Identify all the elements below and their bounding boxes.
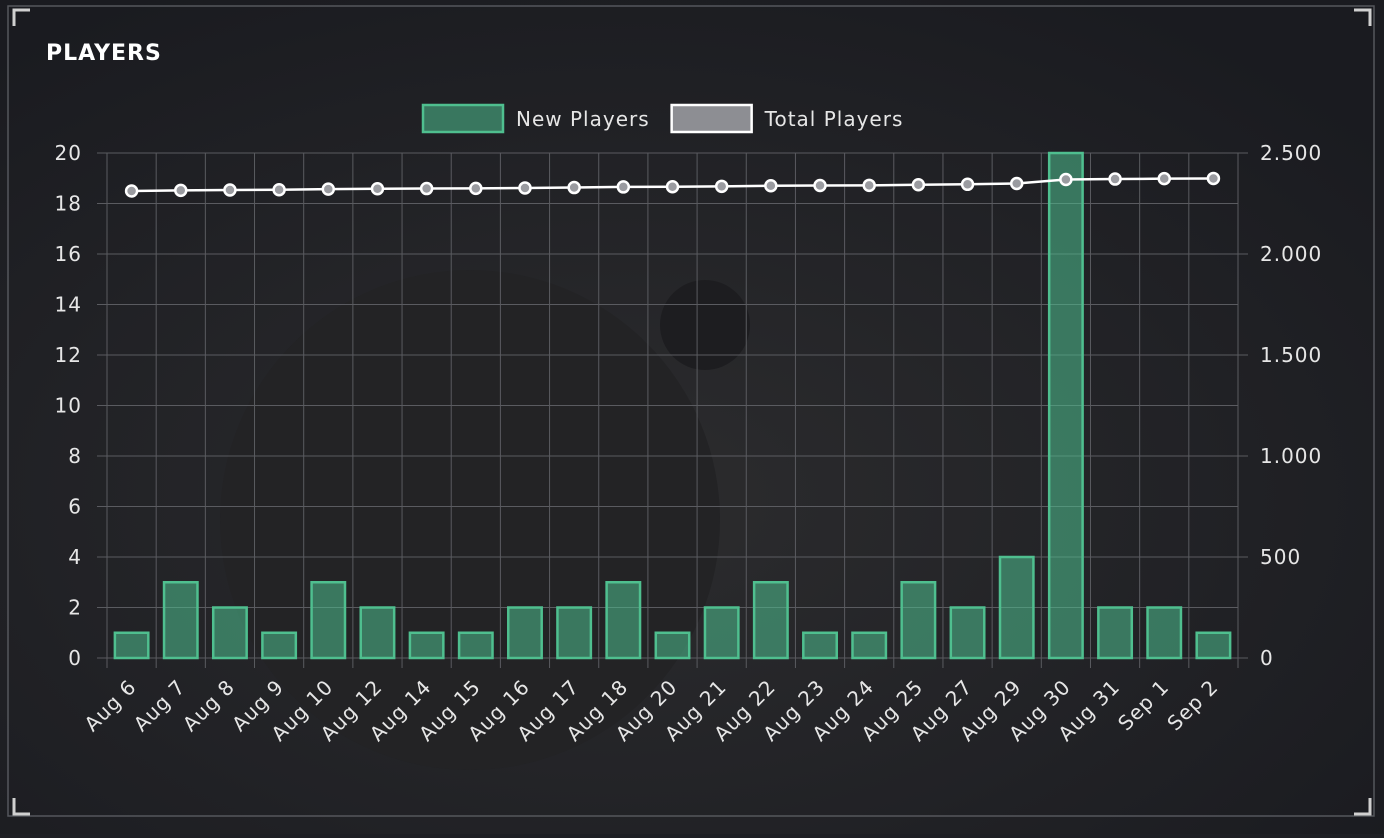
line-point xyxy=(1108,172,1122,186)
y-tick-label: 0 xyxy=(68,646,82,670)
line-point xyxy=(616,180,631,194)
chart-title: PLAYERS xyxy=(46,41,162,66)
bar xyxy=(998,555,1035,660)
frame-corners xyxy=(12,8,1372,816)
legend-swatch xyxy=(421,103,505,134)
bar xyxy=(1195,631,1232,660)
y2-tick-label: 1.500 xyxy=(1260,343,1322,367)
line-point xyxy=(272,183,286,197)
frame xyxy=(7,5,1375,817)
decor-moon xyxy=(660,280,750,370)
bar xyxy=(261,631,298,660)
line-point xyxy=(124,184,139,198)
line-point xyxy=(714,179,729,194)
bar xyxy=(162,581,199,660)
legend-swatch xyxy=(670,103,753,134)
line-point xyxy=(764,178,778,193)
line-point xyxy=(174,183,188,198)
bar xyxy=(605,581,642,660)
bar xyxy=(949,606,986,660)
bar xyxy=(802,631,838,660)
line-point xyxy=(321,182,336,196)
bar xyxy=(556,606,593,660)
line-point xyxy=(665,179,680,194)
bar xyxy=(900,581,937,660)
y2-tick-label: 1.000 xyxy=(1260,444,1322,468)
bar xyxy=(1097,606,1134,660)
bar xyxy=(457,631,494,660)
line-point xyxy=(1009,176,1024,191)
line-point xyxy=(1206,171,1221,186)
y-tick-label: 20 xyxy=(55,141,82,165)
bar xyxy=(851,631,888,660)
y-tick-label: 14 xyxy=(55,293,82,317)
line-point xyxy=(911,177,926,192)
line-point xyxy=(223,183,237,197)
bar xyxy=(654,631,691,660)
line-point xyxy=(370,182,385,196)
line-point xyxy=(419,181,434,196)
y-tick-label: 10 xyxy=(55,394,82,418)
y2-tick-label: 500 xyxy=(1260,545,1301,569)
line-point xyxy=(518,181,532,195)
line-point xyxy=(862,178,876,193)
bar xyxy=(752,581,789,660)
y-tick-label: 8 xyxy=(68,444,82,468)
bar xyxy=(507,606,543,660)
y-tick-label: 18 xyxy=(55,192,82,216)
bar xyxy=(113,631,150,660)
bar xyxy=(359,606,396,660)
line-point xyxy=(1059,172,1073,187)
y-tick-label: 16 xyxy=(55,242,82,266)
y2-tick-label: 2.000 xyxy=(1260,242,1322,266)
y-tick-label: 6 xyxy=(68,495,82,519)
bar xyxy=(703,606,740,660)
bar xyxy=(1047,151,1084,660)
line-point xyxy=(960,177,975,192)
y-tick-label: 2 xyxy=(68,596,82,620)
y-tick-label: 12 xyxy=(55,343,82,367)
line-point xyxy=(813,178,827,193)
bar xyxy=(1146,606,1183,660)
y2-tick-label: 2.500 xyxy=(1260,141,1322,165)
line-point xyxy=(469,181,483,196)
legend-label: Total Players xyxy=(764,107,904,131)
bar xyxy=(211,606,248,660)
legend-label: New Players xyxy=(516,107,650,131)
bar xyxy=(310,581,347,660)
line-point xyxy=(567,180,581,195)
bar xyxy=(408,631,445,660)
line-point xyxy=(1157,171,1171,186)
y2-tick-label: 0 xyxy=(1260,646,1274,670)
y-tick-label: 4 xyxy=(68,545,82,569)
